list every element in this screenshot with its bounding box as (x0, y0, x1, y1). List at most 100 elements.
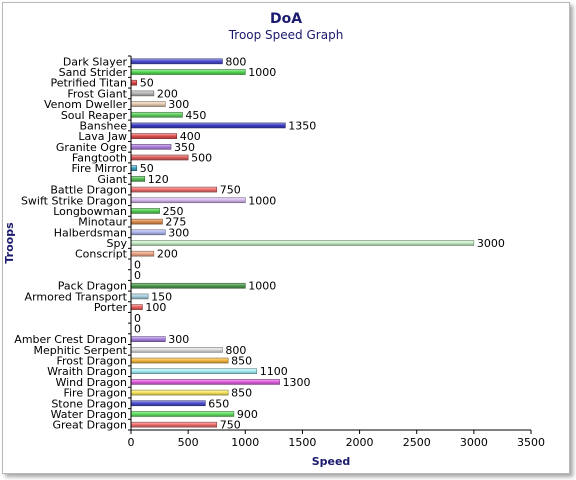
bar (130, 111, 183, 118)
category-label: Armored Transport (25, 290, 128, 303)
bar-value-label: 750 (220, 419, 241, 432)
y-axis-label: Troops (3, 222, 16, 264)
category-label: Wind Dragon (55, 376, 127, 389)
bar-value-label: 800 (225, 55, 246, 68)
bar (130, 154, 189, 161)
bar-value-label: 200 (157, 87, 178, 100)
x-tick-label: 2000 (346, 436, 374, 449)
x-tick-label: 1500 (288, 436, 316, 449)
category-label: Spy (107, 237, 128, 250)
x-axis-label: Speed (312, 455, 351, 468)
bar (130, 122, 286, 129)
bar-value-label: 0 (134, 269, 141, 282)
category-label: Sand Strider (59, 66, 128, 79)
bar-value-label: 250 (163, 205, 184, 218)
category-label: Minotaur (78, 216, 127, 229)
bar (130, 250, 155, 257)
bar-value-label: 200 (157, 248, 178, 261)
bar (130, 368, 258, 375)
bar (130, 411, 235, 417)
x-tick-label: 3000 (460, 436, 488, 449)
bar-value-label: 650 (208, 397, 229, 410)
category-label: Battle Dragon (50, 184, 127, 197)
category-label: Swift Strike Dragon (21, 194, 127, 207)
category-label: Fire Mirror (71, 162, 127, 175)
bar-value-label: 1000 (248, 280, 276, 293)
bar-value-label: 50 (140, 77, 154, 90)
chart-frame: DoA Troop Speed Graph 800 Dark Slayer 1000… (2, 2, 570, 474)
bar-value-label: 1300 (283, 376, 311, 389)
category-label: Amber Crest Dragon (14, 333, 127, 346)
category-label: Halberdsman (54, 226, 127, 239)
bar-value-label: 500 (191, 152, 212, 165)
x-tick-label: 3500 (517, 436, 545, 449)
category-label: Frost Dragon (57, 355, 128, 368)
bar-value-label: 0 (134, 312, 141, 325)
category-label: Banshee (80, 119, 128, 132)
bar (130, 208, 160, 214)
category-label: Giant (97, 173, 127, 186)
bar (130, 90, 155, 97)
x-tick-label: 2500 (403, 436, 431, 449)
category-label: Frost Giant (67, 87, 127, 100)
bar (130, 389, 229, 396)
bar (130, 133, 178, 139)
bar (130, 293, 149, 300)
bar-value-label: 750 (220, 184, 241, 197)
chart-title: DoA (269, 11, 303, 27)
bar-value-label: 450 (185, 109, 206, 122)
category-label: Soul Reaper (61, 109, 128, 122)
category-label: Longbowman (53, 205, 127, 218)
chart-subtitle: Troop Speed Graph (228, 28, 344, 42)
bar-value-label: 120 (148, 173, 169, 186)
bar-value-label: 800 (225, 344, 246, 357)
bar (130, 218, 163, 225)
bar (130, 165, 138, 171)
category-label: Water Dragon (51, 408, 127, 421)
category-label: Lava Jaw (78, 130, 127, 143)
bar-value-label: 100 (145, 301, 166, 314)
bar-value-label: 400 (180, 130, 201, 143)
category-label: Venom Dweller (44, 98, 127, 111)
bar (130, 240, 475, 246)
bar (130, 58, 223, 65)
bar-value-label: 300 (168, 226, 189, 239)
bar-value-label: 350 (174, 141, 195, 154)
x-tick-label: 0 (128, 436, 135, 449)
category-label: Mephitic Serpent (34, 344, 128, 357)
category-label: Porter (94, 301, 128, 314)
axes-layer: 0 500 1000 1500 2000 2500 3000 3500 (128, 55, 545, 449)
bar-value-label: 0 (134, 322, 141, 335)
category-label: Stone Dragon (51, 397, 127, 410)
category-label: Great Dragon (52, 419, 127, 432)
bar-value-label: 300 (168, 98, 189, 111)
bar (130, 379, 280, 385)
bar (130, 304, 143, 310)
bar-value-label: 900 (237, 408, 258, 421)
bar-value-label: 1000 (248, 66, 276, 79)
bar (130, 347, 223, 353)
category-label: Fangtooth (72, 152, 127, 165)
bar (130, 186, 218, 193)
bar-value-label: 150 (151, 290, 172, 303)
bar-value-label: 850 (231, 355, 252, 368)
category-label: Granite Ogre (56, 141, 127, 154)
bar (130, 197, 246, 204)
bar-value-label: 300 (168, 333, 189, 346)
category-label: Fire Dragon (63, 387, 127, 400)
bar (130, 79, 138, 86)
bar (130, 229, 166, 236)
bar (130, 421, 218, 428)
bar (130, 144, 172, 150)
category-label: Petrified Titan (50, 77, 127, 90)
x-tick-label: 1000 (231, 436, 259, 449)
category-label: Pack Dragon (58, 280, 127, 293)
bar (130, 357, 229, 364)
bar (130, 176, 146, 182)
bar (130, 69, 246, 75)
bar-value-label: 1100 (260, 365, 288, 378)
bar-value-label: 1350 (288, 119, 316, 132)
bar (130, 336, 166, 342)
category-label: Dark Slayer (63, 55, 128, 68)
